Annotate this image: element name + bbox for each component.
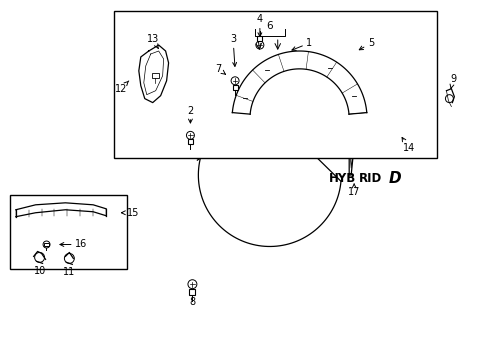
- Text: 3: 3: [229, 34, 236, 66]
- Text: 10: 10: [33, 266, 45, 276]
- Text: 4: 4: [256, 14, 263, 37]
- Bar: [151, 73, 158, 78]
- Text: 2: 2: [187, 105, 193, 123]
- Text: 16: 16: [60, 239, 87, 249]
- Text: D: D: [388, 171, 401, 185]
- Text: 14: 14: [401, 138, 414, 153]
- Text: 7: 7: [215, 64, 225, 74]
- Text: 11: 11: [63, 267, 75, 277]
- Text: RID: RID: [358, 171, 382, 185]
- Text: 13: 13: [146, 34, 159, 48]
- Bar: [114, 11, 436, 158]
- Text: 5: 5: [359, 38, 373, 50]
- Bar: [10, 195, 127, 269]
- Text: HYB: HYB: [328, 171, 356, 185]
- Bar: [187, 139, 192, 144]
- Text: 1: 1: [291, 38, 312, 50]
- Bar: [257, 36, 262, 41]
- Text: 9: 9: [449, 74, 455, 89]
- Bar: [43, 243, 48, 247]
- Text: 15: 15: [121, 208, 139, 218]
- Bar: [232, 85, 237, 90]
- Bar: [189, 289, 195, 294]
- Text: 12: 12: [115, 81, 128, 94]
- Text: 6: 6: [266, 21, 273, 31]
- Text: 17: 17: [347, 184, 360, 197]
- Text: 8: 8: [189, 297, 195, 307]
